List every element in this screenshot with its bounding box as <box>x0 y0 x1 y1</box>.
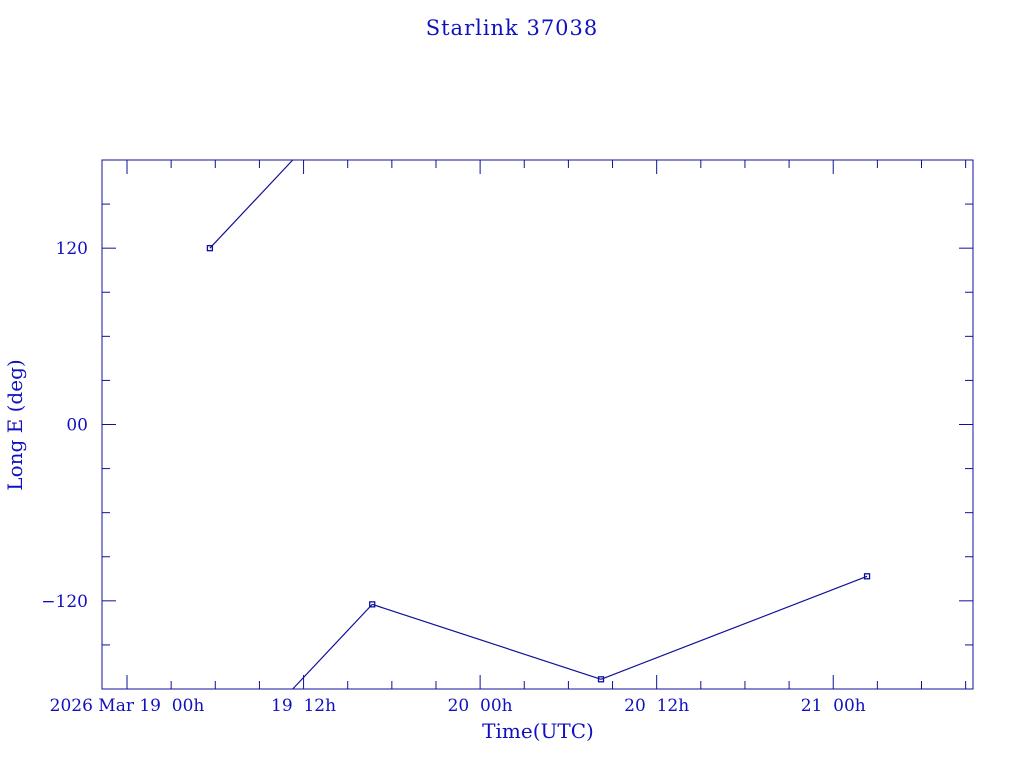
x-axis-label: Time(UTC) <box>482 719 594 743</box>
series-line-segment <box>600 575 868 680</box>
x-tick-label: 2026 Mar 19 00h <box>50 696 205 716</box>
series-line-segment <box>209 159 294 249</box>
data-point-marker <box>206 245 214 252</box>
x-tick-label: 19 12h <box>271 696 336 716</box>
x-tick-label: 20 00h <box>448 696 513 716</box>
y-tick-label: 120 <box>56 239 88 259</box>
y-tick-labels: 120 00 −120 <box>41 239 88 612</box>
x-tick-label: 20 12h <box>624 696 689 716</box>
data-point-marker <box>369 601 376 608</box>
plot-frame <box>101 159 974 690</box>
data-point-marker <box>597 676 605 683</box>
series-line-segment <box>372 603 602 680</box>
chart-title: Starlink 37038 <box>425 16 599 40</box>
data-point-marker <box>863 573 871 580</box>
y-axis-label: Long E (deg) <box>3 359 27 490</box>
axis-ticks <box>102 160 973 689</box>
series-markers <box>206 245 871 683</box>
series-lines <box>209 159 868 690</box>
x-tick-label: 21 00h <box>801 696 866 716</box>
x-tick-labels: 2026 Mar 19 00h 19 12h 20 00h 20 12h 21 00h <box>50 696 866 716</box>
y-tick-label: 00 <box>66 416 88 436</box>
y-tick-label: −120 <box>41 592 88 612</box>
series-line-segment <box>292 603 373 690</box>
